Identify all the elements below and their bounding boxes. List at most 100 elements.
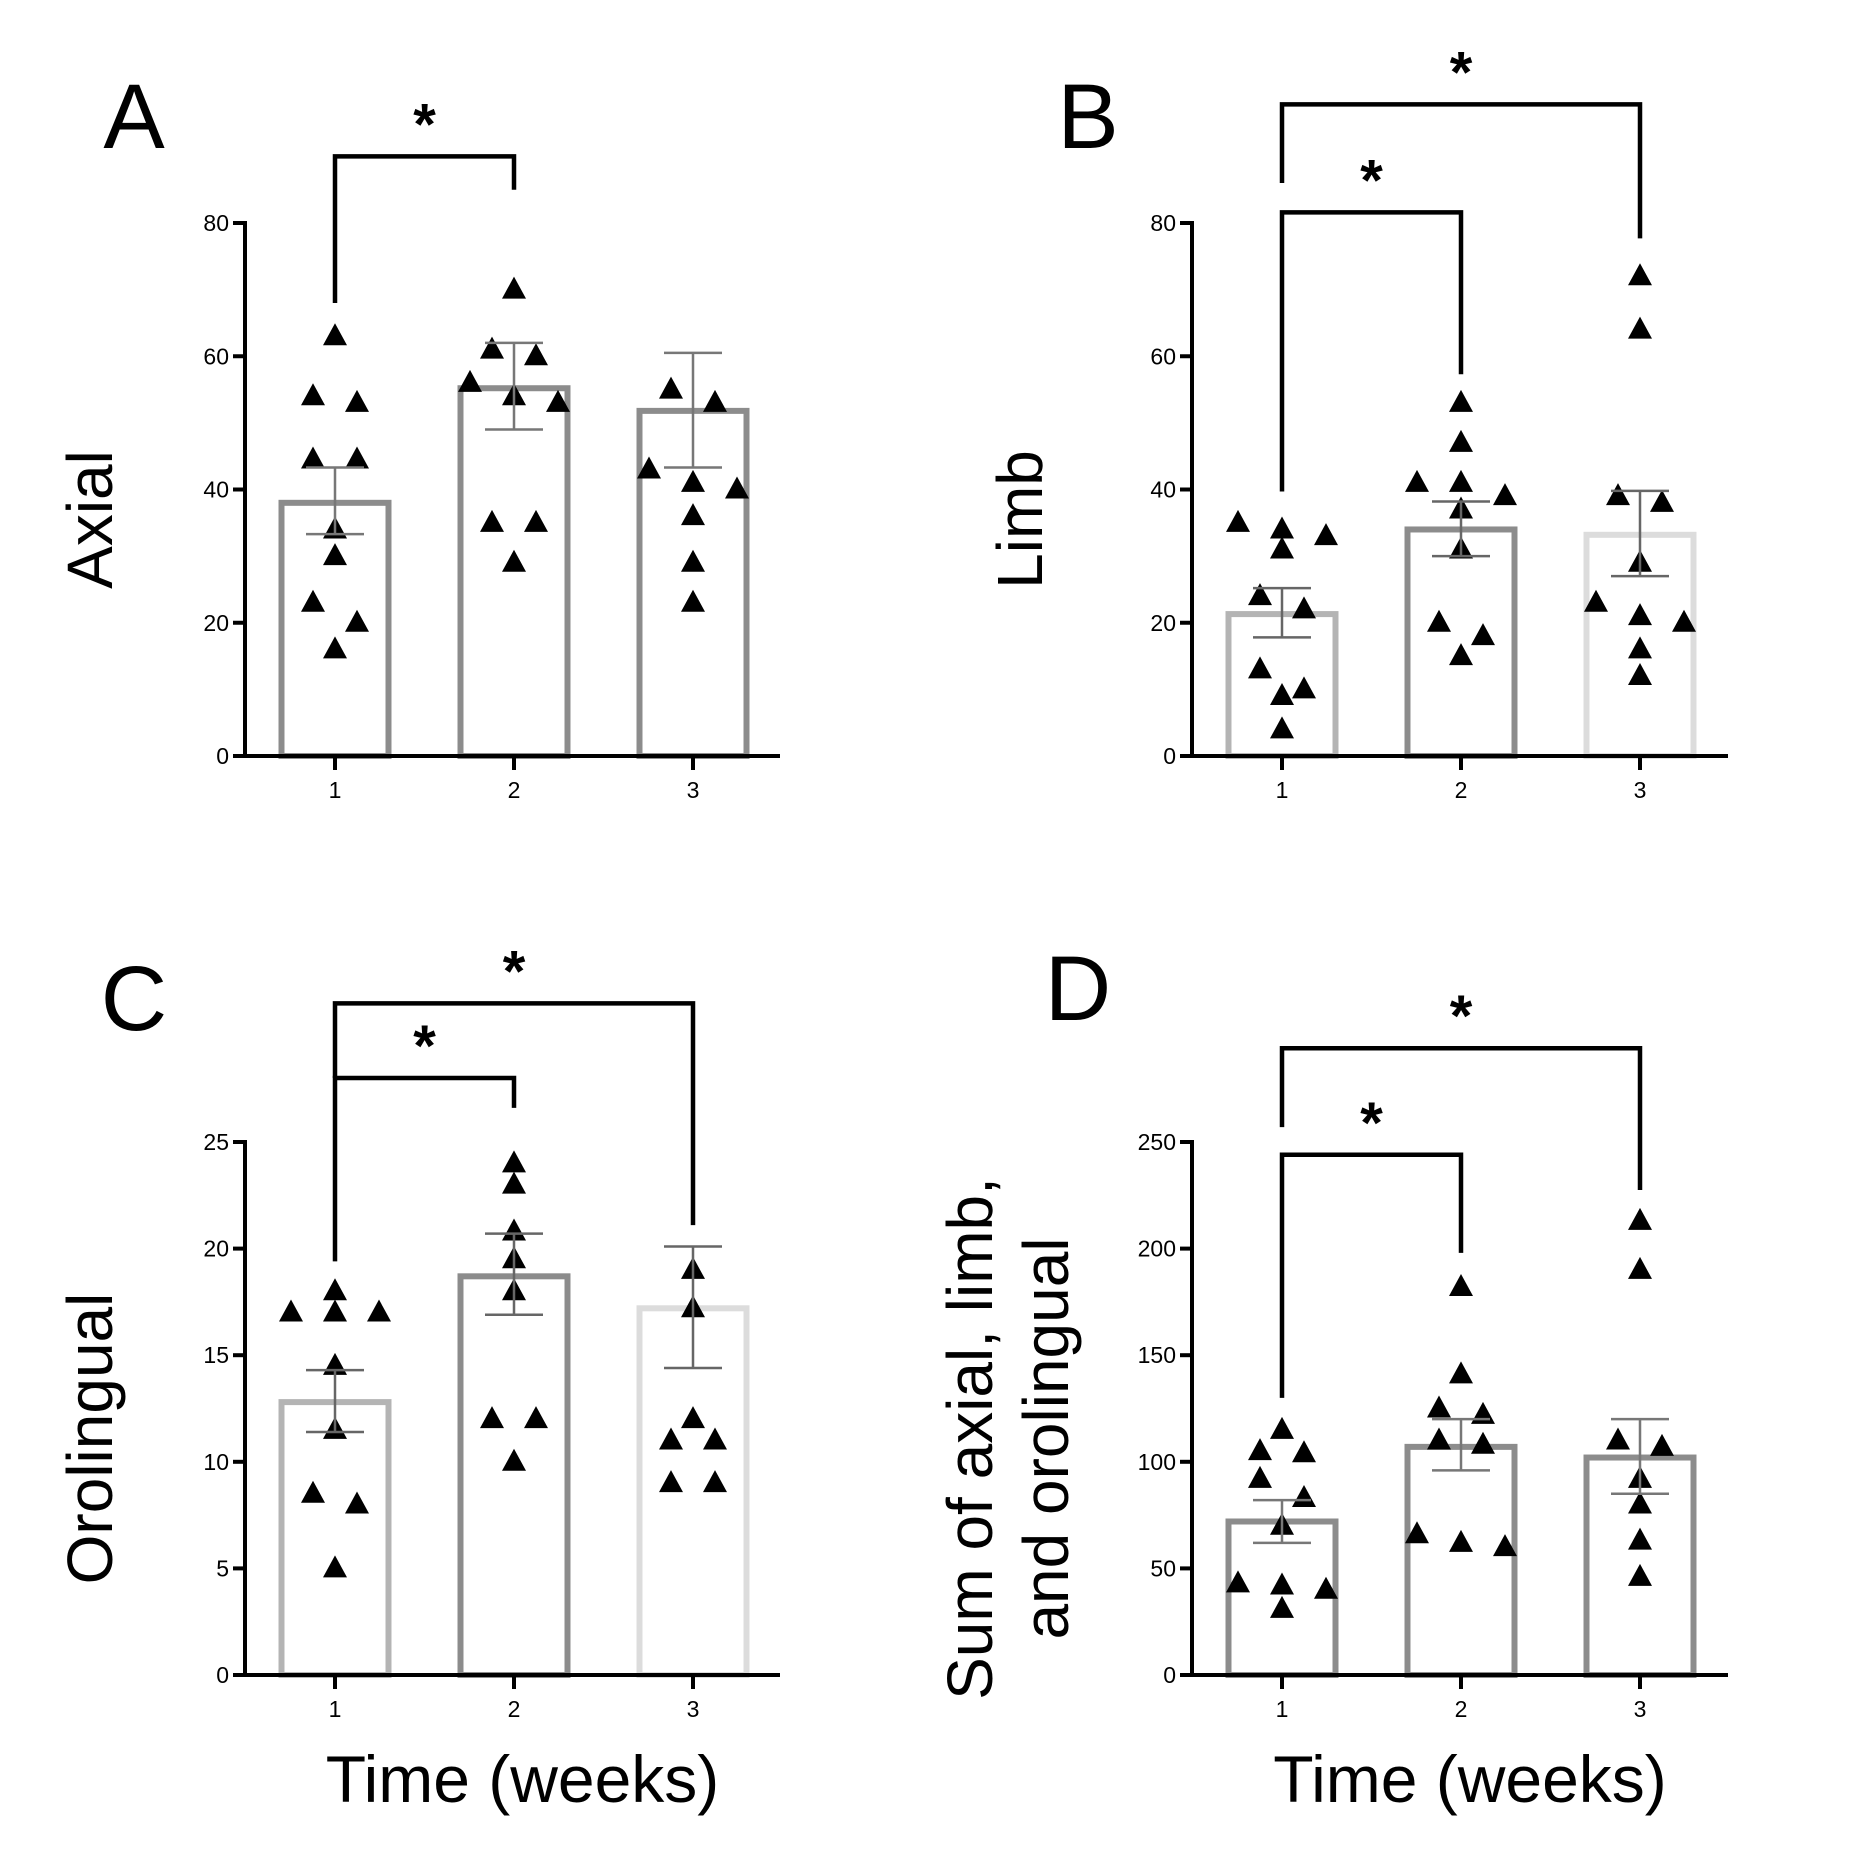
data-point — [1314, 1576, 1338, 1599]
data-point — [345, 446, 369, 469]
bar — [636, 1305, 750, 1679]
data-point — [367, 1299, 391, 1322]
data-point — [1292, 676, 1316, 699]
y-axis-title: Sum of axial, limb, — [934, 1177, 1006, 1700]
y-tick-label: 40 — [203, 477, 229, 503]
significance-bracket — [1279, 1152, 1464, 1398]
data-point — [1606, 483, 1630, 506]
y-tick-label: 100 — [1138, 1449, 1176, 1475]
data-point — [1471, 623, 1495, 646]
data-point — [1314, 523, 1338, 546]
panel-A: A 0 20 40 60 80 1 2 3 Axial * — [54, 66, 780, 803]
data-point — [279, 1299, 303, 1322]
data-point — [1270, 1416, 1294, 1439]
x-tick-label: 2 — [508, 777, 521, 803]
y-tick-label: 250 — [1138, 1129, 1176, 1155]
data-point — [1628, 263, 1652, 286]
x-tick-label: 1 — [1276, 777, 1289, 803]
data-point — [1628, 663, 1652, 686]
y-axis-title: and orolingual — [1010, 1237, 1082, 1639]
y-tick-label: 10 — [203, 1449, 229, 1475]
x-tick-label: 1 — [1276, 1696, 1289, 1722]
data-point — [1248, 583, 1272, 606]
data-point — [502, 549, 526, 572]
y-tick-label: 0 — [216, 743, 229, 769]
data-point — [1427, 1427, 1451, 1450]
data-point — [502, 1448, 526, 1471]
data-point — [345, 1491, 369, 1514]
y-tick-label: 20 — [203, 1236, 229, 1262]
y-axis-title: Axial — [54, 450, 126, 589]
data-point — [323, 543, 347, 566]
data-point — [1449, 643, 1473, 666]
data-point — [659, 376, 683, 399]
data-point — [480, 1406, 504, 1429]
significance-star: * — [413, 92, 436, 157]
x-tick-label: 2 — [1455, 777, 1468, 803]
data-point — [1449, 429, 1473, 452]
panel-B: B 0 20 40 60 80 1 2 3 Limb * * — [984, 40, 1728, 803]
y-tick-label: 80 — [1150, 210, 1176, 236]
data-point — [1606, 1427, 1630, 1450]
y-tick-label: 15 — [203, 1342, 229, 1368]
bar — [1404, 526, 1518, 759]
x-tick-label: 3 — [1634, 777, 1647, 803]
data-point — [546, 389, 570, 412]
data-point — [301, 383, 325, 406]
data-point — [1270, 1572, 1294, 1595]
data-point — [1292, 596, 1316, 619]
x-tick-label: 1 — [329, 777, 342, 803]
data-point — [703, 389, 727, 412]
data-point — [1584, 589, 1608, 612]
y-tick-label: 20 — [1150, 610, 1176, 636]
data-point — [1628, 316, 1652, 339]
data-point — [480, 336, 504, 359]
y-tick-label: 80 — [203, 210, 229, 236]
data-point — [301, 446, 325, 469]
data-point — [659, 1470, 683, 1493]
data-point — [1628, 1256, 1652, 1279]
y-tick-label: 20 — [203, 610, 229, 636]
data-point — [1248, 1438, 1272, 1461]
data-point — [1226, 509, 1250, 532]
data-point — [1650, 489, 1674, 512]
data-point — [1471, 1401, 1495, 1424]
data-point — [1248, 1465, 1272, 1488]
panel-letter: D — [1045, 938, 1111, 1040]
y-tick-label: 0 — [1163, 743, 1176, 769]
x-tick-label: 2 — [1455, 1696, 1468, 1722]
data-point — [681, 1406, 705, 1429]
data-point — [1427, 1395, 1451, 1418]
significance-bracket — [332, 1001, 696, 1226]
x-axis-title: Time (weeks) — [326, 1742, 720, 1816]
data-point — [1270, 516, 1294, 539]
data-point — [1628, 636, 1652, 659]
x-tick-label: 2 — [508, 1696, 521, 1722]
significance-bracket — [1279, 102, 1643, 239]
data-point — [1449, 1529, 1473, 1552]
data-point — [480, 509, 504, 532]
data-point — [681, 589, 705, 612]
data-point — [1292, 1440, 1316, 1463]
data-point — [1226, 1570, 1250, 1593]
bar — [278, 1399, 392, 1678]
data-point — [323, 323, 347, 346]
data-point — [1405, 1521, 1429, 1544]
bar — [457, 385, 571, 759]
y-tick-label: 50 — [1150, 1555, 1176, 1581]
significance-star: * — [503, 939, 526, 1004]
x-axis-title: Time (weeks) — [1273, 1742, 1667, 1816]
data-point — [323, 636, 347, 659]
data-point — [1672, 609, 1696, 632]
y-tick-label: 60 — [1150, 343, 1176, 369]
data-point — [524, 1406, 548, 1429]
significance-star: * — [1450, 40, 1473, 105]
panel-letter: C — [101, 948, 167, 1050]
data-point — [458, 369, 482, 392]
significance-bracket — [332, 1075, 517, 1262]
y-axis-title: Limb — [984, 450, 1056, 589]
bar — [457, 1273, 571, 1679]
data-point — [725, 476, 749, 499]
data-point — [323, 1555, 347, 1578]
